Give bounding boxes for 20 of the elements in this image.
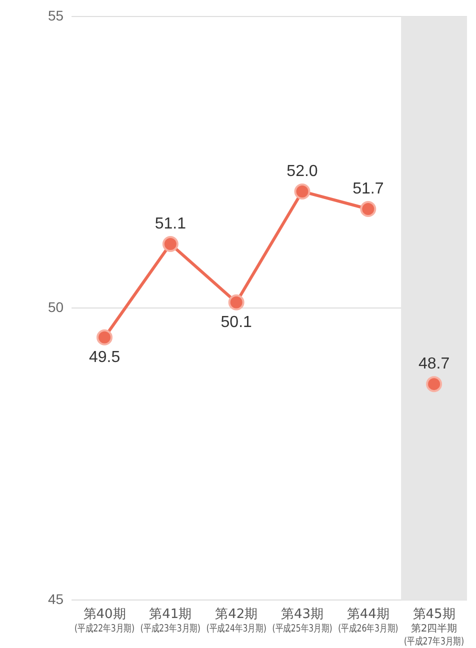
data-label: 51.1 [154, 215, 186, 232]
data-label: 50.1 [220, 314, 252, 331]
x-tick-label: 第43期(平成25年3月期) [272, 606, 332, 635]
point [360, 200, 376, 217]
x-tick-label: 第44期(平成26年3月期) [338, 606, 398, 635]
x-tick-label: 第41期(平成23年3月期) [140, 606, 200, 635]
x-tick-label: 第45期第2四半期(平成27年3月期) [404, 606, 464, 648]
x-tick-label: 第40期(平成22年3月期) [74, 606, 135, 635]
x-tick-label: 第42期(平成24年3月期) [206, 606, 266, 635]
y-tick-label: 55 [48, 7, 64, 24]
data-label: 49.5 [88, 348, 120, 366]
point [228, 294, 244, 310]
data-label: 51.7 [352, 180, 384, 198]
data-label: 48.7 [418, 355, 450, 372]
point [162, 236, 178, 252]
point [294, 183, 310, 200]
y-tick-label: 45 [48, 590, 64, 607]
data-label: 52.0 [286, 162, 318, 180]
y-tick-label: 50 [48, 299, 64, 316]
point [96, 329, 113, 346]
